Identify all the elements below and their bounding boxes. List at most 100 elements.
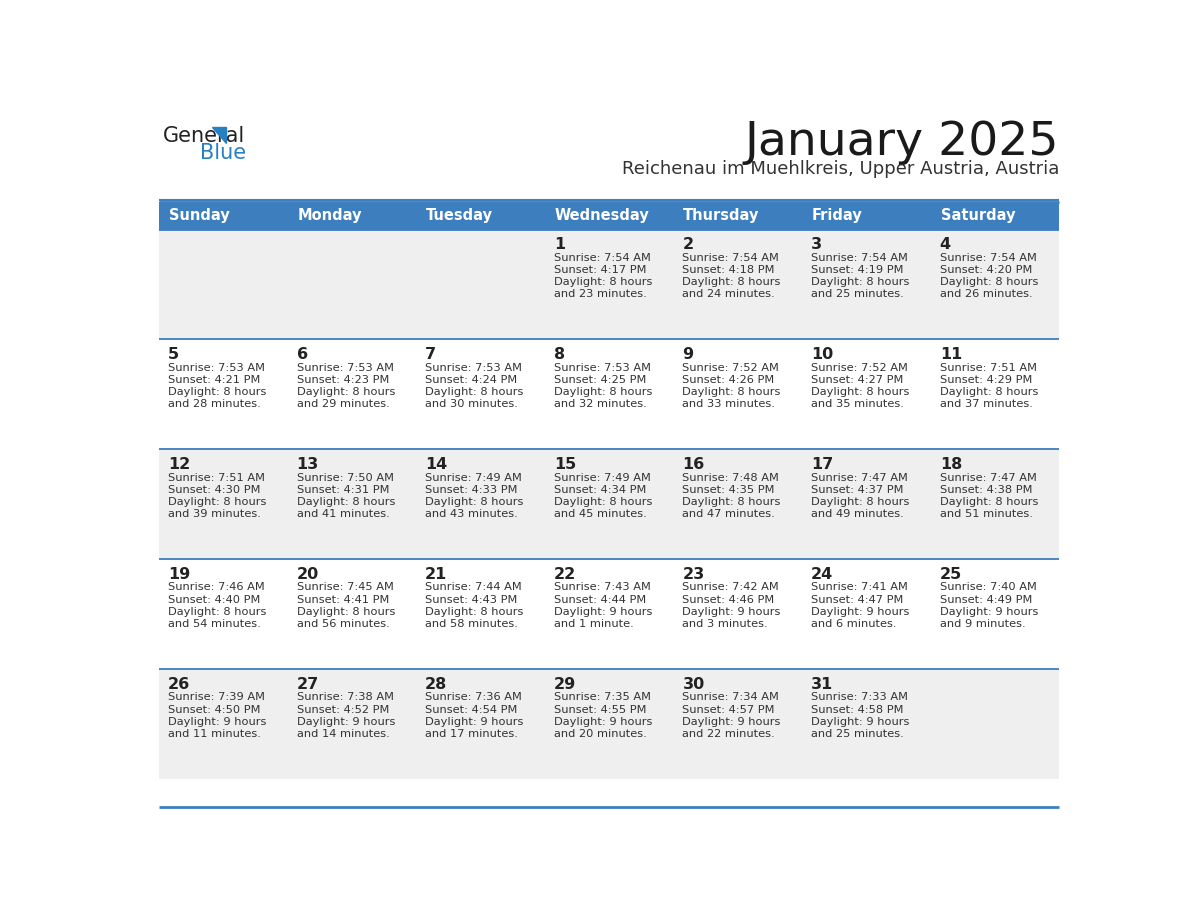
Text: Sunrise: 7:54 AM: Sunrise: 7:54 AM — [811, 252, 908, 263]
Text: Sunrise: 7:49 AM: Sunrise: 7:49 AM — [425, 473, 522, 483]
Text: and 41 minutes.: and 41 minutes. — [297, 509, 390, 519]
Bar — [287, 230, 416, 340]
Text: 3: 3 — [811, 237, 822, 252]
Text: Daylight: 9 hours: Daylight: 9 hours — [682, 607, 781, 617]
Text: Daylight: 8 hours: Daylight: 8 hours — [425, 497, 524, 507]
Text: Daylight: 8 hours: Daylight: 8 hours — [168, 386, 266, 397]
Bar — [674, 202, 802, 230]
Text: and 29 minutes.: and 29 minutes. — [297, 399, 390, 409]
Text: and 51 minutes.: and 51 minutes. — [940, 509, 1032, 519]
Text: Sunset: 4:46 PM: Sunset: 4:46 PM — [682, 595, 775, 605]
Text: and 23 minutes.: and 23 minutes. — [554, 289, 646, 299]
Bar — [158, 669, 287, 779]
Text: Reichenau im Muehlkreis, Upper Austria, Austria: Reichenau im Muehlkreis, Upper Austria, … — [621, 161, 1060, 178]
Text: Sunset: 4:37 PM: Sunset: 4:37 PM — [811, 485, 904, 495]
Bar — [802, 340, 930, 450]
Text: Sunset: 4:50 PM: Sunset: 4:50 PM — [168, 705, 260, 714]
Text: Daylight: 9 hours: Daylight: 9 hours — [811, 607, 910, 617]
Text: 13: 13 — [297, 457, 318, 472]
Text: Thursday: Thursday — [683, 208, 759, 223]
Bar — [544, 230, 674, 340]
Text: Tuesday: Tuesday — [426, 208, 493, 223]
Text: and 3 minutes.: and 3 minutes. — [682, 619, 769, 629]
Bar — [544, 202, 674, 230]
Text: and 45 minutes.: and 45 minutes. — [554, 509, 646, 519]
Text: Sunrise: 7:41 AM: Sunrise: 7:41 AM — [811, 583, 908, 592]
Text: 22: 22 — [554, 567, 576, 582]
Text: Sunrise: 7:52 AM: Sunrise: 7:52 AM — [682, 363, 779, 373]
Text: Sunrise: 7:45 AM: Sunrise: 7:45 AM — [297, 583, 393, 592]
Text: Sunset: 4:43 PM: Sunset: 4:43 PM — [425, 595, 518, 605]
Text: 10: 10 — [811, 347, 833, 363]
Text: Sunrise: 7:38 AM: Sunrise: 7:38 AM — [297, 692, 393, 702]
Text: 25: 25 — [940, 567, 962, 582]
Text: Sunrise: 7:47 AM: Sunrise: 7:47 AM — [811, 473, 908, 483]
Text: and 6 minutes.: and 6 minutes. — [811, 619, 897, 629]
Text: 27: 27 — [297, 677, 318, 692]
Text: Sunset: 4:30 PM: Sunset: 4:30 PM — [168, 485, 260, 495]
Bar — [674, 669, 802, 779]
Text: Daylight: 9 hours: Daylight: 9 hours — [554, 717, 652, 727]
Text: Daylight: 8 hours: Daylight: 8 hours — [554, 277, 652, 287]
Text: 23: 23 — [682, 567, 704, 582]
Text: Daylight: 8 hours: Daylight: 8 hours — [168, 497, 266, 507]
Text: Sunrise: 7:54 AM: Sunrise: 7:54 AM — [554, 252, 651, 263]
Text: General: General — [163, 127, 245, 146]
Text: Sunrise: 7:40 AM: Sunrise: 7:40 AM — [940, 583, 1037, 592]
Text: and 24 minutes.: and 24 minutes. — [682, 289, 775, 299]
Text: Sunrise: 7:44 AM: Sunrise: 7:44 AM — [425, 583, 522, 592]
Text: 18: 18 — [940, 457, 962, 472]
Text: Sunrise: 7:33 AM: Sunrise: 7:33 AM — [811, 692, 908, 702]
Text: Sunrise: 7:53 AM: Sunrise: 7:53 AM — [297, 363, 393, 373]
Text: Sunset: 4:33 PM: Sunset: 4:33 PM — [425, 485, 518, 495]
Text: Sunrise: 7:51 AM: Sunrise: 7:51 AM — [940, 363, 1037, 373]
Text: Daylight: 8 hours: Daylight: 8 hours — [168, 607, 266, 617]
Text: Sunset: 4:19 PM: Sunset: 4:19 PM — [811, 264, 904, 274]
Text: and 35 minutes.: and 35 minutes. — [811, 399, 904, 409]
Bar — [544, 450, 674, 559]
Text: 6: 6 — [297, 347, 308, 363]
Text: Sunset: 4:27 PM: Sunset: 4:27 PM — [811, 375, 904, 385]
Text: Sunrise: 7:51 AM: Sunrise: 7:51 AM — [168, 473, 265, 483]
Text: and 30 minutes.: and 30 minutes. — [425, 399, 518, 409]
Bar — [544, 340, 674, 450]
Text: and 49 minutes.: and 49 minutes. — [811, 509, 904, 519]
Text: 1: 1 — [554, 237, 565, 252]
Text: Daylight: 9 hours: Daylight: 9 hours — [940, 607, 1038, 617]
Text: Daylight: 8 hours: Daylight: 8 hours — [425, 386, 524, 397]
Text: Sunset: 4:58 PM: Sunset: 4:58 PM — [811, 705, 904, 714]
Text: Daylight: 8 hours: Daylight: 8 hours — [297, 607, 394, 617]
Text: Sunrise: 7:53 AM: Sunrise: 7:53 AM — [425, 363, 523, 373]
Bar — [416, 450, 544, 559]
Text: Daylight: 8 hours: Daylight: 8 hours — [811, 497, 910, 507]
Text: Sunrise: 7:53 AM: Sunrise: 7:53 AM — [168, 363, 265, 373]
Polygon shape — [211, 127, 227, 143]
Bar — [158, 450, 287, 559]
Text: and 25 minutes.: and 25 minutes. — [811, 289, 904, 299]
Text: 26: 26 — [168, 677, 190, 692]
Text: Sunrise: 7:46 AM: Sunrise: 7:46 AM — [168, 583, 265, 592]
Bar — [930, 340, 1060, 450]
Text: and 9 minutes.: and 9 minutes. — [940, 619, 1025, 629]
Bar — [930, 559, 1060, 669]
Text: Daylight: 8 hours: Daylight: 8 hours — [682, 386, 781, 397]
Bar — [158, 559, 287, 669]
Bar — [674, 340, 802, 450]
Text: and 58 minutes.: and 58 minutes. — [425, 619, 518, 629]
Text: 12: 12 — [168, 457, 190, 472]
Text: Sunrise: 7:48 AM: Sunrise: 7:48 AM — [682, 473, 779, 483]
Bar — [544, 559, 674, 669]
Text: Daylight: 9 hours: Daylight: 9 hours — [682, 717, 781, 727]
Text: Daylight: 8 hours: Daylight: 8 hours — [297, 497, 394, 507]
Text: 30: 30 — [682, 677, 704, 692]
Text: Sunset: 4:25 PM: Sunset: 4:25 PM — [554, 375, 646, 385]
Text: Sunrise: 7:50 AM: Sunrise: 7:50 AM — [297, 473, 393, 483]
Text: 24: 24 — [811, 567, 833, 582]
Text: 19: 19 — [168, 567, 190, 582]
Bar — [158, 202, 287, 230]
Text: Daylight: 8 hours: Daylight: 8 hours — [425, 607, 524, 617]
Text: Sunrise: 7:54 AM: Sunrise: 7:54 AM — [940, 252, 1037, 263]
Text: and 43 minutes.: and 43 minutes. — [425, 509, 518, 519]
Text: Wednesday: Wednesday — [555, 208, 650, 223]
Text: Daylight: 8 hours: Daylight: 8 hours — [940, 497, 1038, 507]
